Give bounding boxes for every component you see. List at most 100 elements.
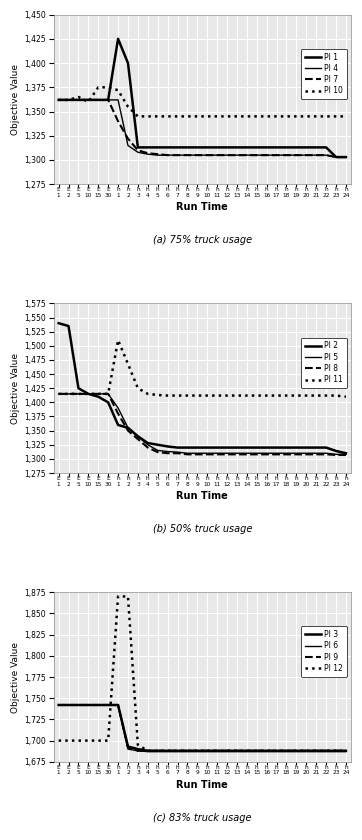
PI 9 bbox=[195, 746, 199, 756]
PI 8 bbox=[86, 389, 90, 399]
PI 12 bbox=[274, 746, 279, 756]
PI 11 bbox=[235, 391, 239, 401]
PI 7 bbox=[314, 150, 319, 160]
PI 1 bbox=[96, 95, 100, 105]
Line: PI 4: PI 4 bbox=[59, 100, 346, 157]
PI 10 bbox=[185, 112, 190, 122]
PI 10 bbox=[314, 112, 319, 122]
PI 7 bbox=[265, 150, 269, 160]
PI 7 bbox=[126, 134, 130, 144]
PI 1 bbox=[116, 34, 120, 44]
PI 9 bbox=[175, 746, 180, 756]
PI 4 bbox=[245, 150, 249, 160]
PI 7 bbox=[116, 116, 120, 126]
PI 9 bbox=[254, 746, 259, 756]
PI 11 bbox=[304, 391, 308, 401]
PI 1 bbox=[294, 142, 299, 152]
PI 12 bbox=[96, 736, 100, 746]
PI 12 bbox=[304, 746, 308, 756]
PI 7 bbox=[284, 150, 289, 160]
Line: PI 6: PI 6 bbox=[59, 705, 346, 752]
PI 12 bbox=[205, 746, 209, 756]
PI 5 bbox=[96, 389, 100, 399]
PI 6 bbox=[165, 747, 170, 757]
PI 9 bbox=[265, 746, 269, 756]
PI 5 bbox=[86, 389, 90, 399]
PI 7 bbox=[334, 152, 338, 162]
PI 10 bbox=[56, 95, 61, 105]
PI 4 bbox=[324, 150, 328, 160]
PI 4 bbox=[195, 150, 199, 160]
PI 9 bbox=[235, 746, 239, 756]
PI 12 bbox=[126, 591, 130, 601]
PI 11 bbox=[126, 359, 130, 369]
PI 7 bbox=[156, 150, 160, 160]
PI 8 bbox=[66, 389, 71, 399]
PI 9 bbox=[215, 746, 219, 756]
PI 6 bbox=[106, 700, 110, 710]
PI 10 bbox=[284, 112, 289, 122]
PI 6 bbox=[185, 747, 190, 757]
PI 9 bbox=[106, 700, 110, 710]
PI 12 bbox=[116, 591, 120, 601]
PI 11 bbox=[324, 391, 328, 401]
PI 10 bbox=[195, 112, 199, 122]
PI 10 bbox=[334, 112, 338, 122]
PI 5 bbox=[314, 449, 319, 459]
PI 12 bbox=[284, 746, 289, 756]
PI 1 bbox=[254, 142, 259, 152]
PI 10 bbox=[225, 112, 229, 122]
PI 9 bbox=[76, 700, 81, 710]
PI 8 bbox=[146, 443, 150, 453]
PI 2 bbox=[66, 321, 71, 331]
PI 3 bbox=[245, 746, 249, 756]
PI 11 bbox=[185, 391, 190, 401]
PI 2 bbox=[136, 431, 140, 441]
PI 2 bbox=[126, 423, 130, 433]
PI 1 bbox=[156, 142, 160, 152]
PI 9 bbox=[205, 746, 209, 756]
PI 2 bbox=[235, 443, 239, 453]
Legend: PI 2, PI 5, PI 8, PI 11: PI 2, PI 5, PI 8, PI 11 bbox=[301, 338, 347, 388]
PI 7 bbox=[146, 148, 150, 158]
PI 4 bbox=[304, 150, 308, 160]
PI 11 bbox=[215, 391, 219, 401]
PI 8 bbox=[126, 426, 130, 436]
PI 5 bbox=[76, 389, 81, 399]
PI 11 bbox=[165, 391, 170, 401]
PI 4 bbox=[146, 150, 150, 160]
PI 4 bbox=[165, 150, 170, 160]
PI 1 bbox=[146, 142, 150, 152]
PI 3 bbox=[175, 746, 180, 756]
PI 9 bbox=[66, 700, 71, 710]
PI 1 bbox=[185, 142, 190, 152]
PI 5 bbox=[136, 431, 140, 441]
PI 6 bbox=[344, 747, 348, 757]
PI 10 bbox=[86, 97, 90, 107]
PI 10 bbox=[106, 82, 110, 92]
PI 12 bbox=[334, 746, 338, 756]
PI 11 bbox=[245, 391, 249, 401]
PI 7 bbox=[324, 150, 328, 160]
PI 7 bbox=[274, 150, 279, 160]
PI 7 bbox=[76, 95, 81, 105]
PI 12 bbox=[195, 746, 199, 756]
PI 4 bbox=[116, 95, 120, 105]
Line: PI 5: PI 5 bbox=[59, 394, 346, 454]
PI 7 bbox=[304, 150, 308, 160]
PI 6 bbox=[235, 747, 239, 757]
PI 11 bbox=[314, 391, 319, 401]
PI 5 bbox=[165, 447, 170, 457]
PI 12 bbox=[185, 746, 190, 756]
PI 7 bbox=[225, 150, 229, 160]
PI 5 bbox=[344, 449, 348, 459]
Line: PI 11: PI 11 bbox=[59, 340, 346, 396]
PI 10 bbox=[265, 112, 269, 122]
PI 9 bbox=[156, 746, 160, 756]
PI 11 bbox=[294, 391, 299, 401]
PI 6 bbox=[314, 747, 319, 757]
PI 10 bbox=[235, 112, 239, 122]
PI 7 bbox=[66, 95, 71, 105]
PI 7 bbox=[86, 95, 90, 105]
PI 2 bbox=[314, 443, 319, 453]
